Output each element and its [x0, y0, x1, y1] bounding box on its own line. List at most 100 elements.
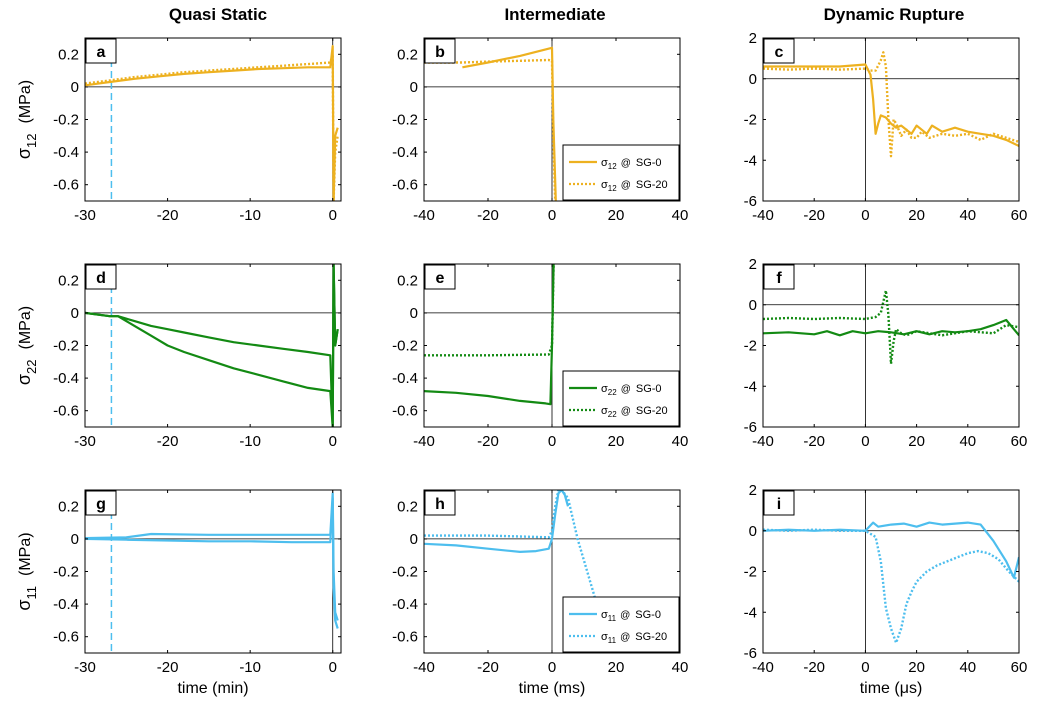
y-tick-label: 2 — [749, 30, 757, 47]
x-tick-label: 40 — [959, 659, 976, 676]
panel-letter: d — [96, 270, 106, 287]
y-tick-label: -0.6 — [53, 629, 79, 646]
y-tick-label: 0.2 — [397, 272, 418, 289]
legend-at: @ — [620, 632, 630, 643]
x-tick-label: 60 — [1011, 433, 1028, 450]
legend-subscript: 12 — [608, 184, 617, 193]
y-tick-label: 0.2 — [397, 498, 418, 515]
series-line-sg-0 — [85, 44, 339, 201]
x-tick-label: 60 — [1011, 659, 1028, 676]
x-tick-label: 40 — [672, 433, 689, 450]
legend-subscript: 12 — [608, 162, 617, 171]
legend-sg: SG-0 — [636, 157, 662, 169]
panel-letter: e — [436, 270, 445, 287]
x-tick-label: 40 — [672, 207, 689, 224]
series-line-sg-0 — [424, 264, 555, 406]
panel-letter-box — [424, 264, 456, 290]
panel-letter-box — [424, 490, 456, 516]
x-tick-label: 0 — [548, 659, 556, 676]
y-axis-label: σ12 (MPa) — [14, 80, 39, 159]
x-tick-label: -20 — [803, 659, 825, 676]
x-tick-label: 20 — [908, 207, 925, 224]
legend-sigma: σ — [601, 631, 608, 643]
legend-sg: SG-20 — [636, 405, 668, 417]
x-tick-label: 0 — [861, 207, 869, 224]
legend-sigma: σ — [601, 157, 608, 169]
legend-at: @ — [621, 158, 631, 169]
axes-box — [84, 489, 342, 654]
y-axis-unit: (MPa) — [17, 80, 34, 124]
panels: -30 -20 -10 00.20-0.2-0.4-0.6a-40 -20 0 20 400.… — [14, 30, 1027, 697]
y-tick-label: -6 — [744, 645, 757, 662]
x-tick-label: 0 — [861, 659, 869, 676]
y-tick-label: -0.2 — [392, 112, 418, 129]
y-axis-label: σ22 (MPa) — [14, 306, 39, 385]
series-group — [763, 51, 1019, 158]
series-line-sg-20 — [85, 492, 339, 621]
legend-at: @ — [621, 406, 631, 417]
series-line-sg-20 — [85, 53, 339, 201]
series-line-sg-20 — [424, 58, 557, 201]
column-title-dynamic-rupture: Dynamic Rupture — [824, 5, 965, 24]
y-tick-label: -6 — [744, 419, 757, 436]
y-tick-label: -6 — [744, 193, 757, 210]
panel-a: -30 -20 -10 0 0.2 0 -0.2 -0.4 -0.6 a — [53, 37, 342, 224]
y-tick-label: 0 — [749, 297, 757, 314]
column-title-intermediate: Intermediate — [504, 5, 605, 24]
panel-letter: a — [97, 44, 106, 61]
series-group — [424, 490, 621, 653]
y-tick-label: 0.2 — [58, 498, 79, 515]
x-tick-label: -20 — [477, 207, 499, 224]
series-line-sg-20 — [763, 51, 1019, 158]
x-tick-label: -20 — [477, 433, 499, 450]
series-line-sg-0 — [763, 63, 1019, 147]
axes-box — [84, 263, 342, 428]
series-group — [763, 521, 1019, 644]
legend-sigma: σ — [601, 405, 608, 417]
series-line-sg-0 — [85, 497, 339, 629]
series-group — [85, 264, 339, 427]
legend-sg: SG-20 — [636, 179, 668, 191]
y-axis-subscript: 22 — [24, 359, 39, 373]
panel-letter-box — [85, 490, 117, 516]
legend-sigma: σ — [601, 609, 608, 621]
x-tick-label: -30 — [74, 659, 96, 676]
x-tick-label: -10 — [239, 659, 261, 676]
panel-letter-box — [763, 264, 795, 290]
x-tick-label: -30 — [74, 433, 96, 450]
legend-label: σ12 @ SG-0 — [601, 157, 662, 171]
x-tick-label: -30 — [74, 207, 96, 224]
series-line-sg-20 — [763, 528, 1019, 644]
legend-sg: SG-20 — [635, 631, 667, 643]
panel-letter-box — [763, 490, 795, 516]
legend-at: @ — [620, 610, 630, 621]
series-line-sg-0 — [763, 318, 1019, 337]
panel-letter-box — [763, 38, 795, 64]
x-tick-label: 20 — [908, 659, 925, 676]
y-tick-label: -0.2 — [392, 338, 418, 355]
y-axis-subscript: 12 — [24, 133, 39, 147]
x-tick-label: 20 — [608, 207, 625, 224]
series-group — [85, 44, 339, 201]
y-tick-label: -0.4 — [53, 596, 79, 613]
series-line-sg-20 — [424, 490, 621, 653]
x-axis-label: time (min) — [177, 680, 248, 697]
y-tick-label: -4 — [744, 378, 757, 395]
x-tick-label: -20 — [803, 433, 825, 450]
x-axis-label: time (μs) — [860, 680, 923, 697]
x-tick-label: 20 — [908, 433, 925, 450]
x-tick-label: -40 — [413, 207, 435, 224]
y-tick-label: -0.4 — [392, 370, 418, 387]
y-tick-label: 0 — [71, 305, 79, 322]
x-tick-label: -40 — [413, 659, 435, 676]
x-tick-label: -40 — [413, 433, 435, 450]
x-tick-label: 40 — [959, 207, 976, 224]
x-tick-label: 0 — [329, 433, 337, 450]
y-tick-label: -0.2 — [53, 564, 79, 581]
